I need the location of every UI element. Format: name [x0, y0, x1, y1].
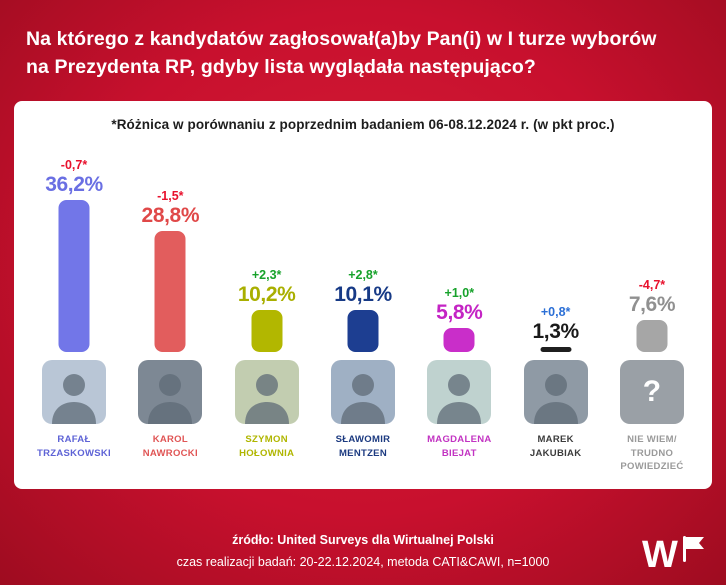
change-label: +2,8*: [348, 267, 378, 282]
svg-text:W: W: [642, 534, 678, 574]
change-label: -4,7*: [638, 278, 666, 293]
result-bar: [154, 231, 186, 353]
result-bar: [347, 309, 379, 353]
person-silhouette-icon: [340, 374, 385, 425]
candidate-photo: [138, 360, 203, 425]
candidate-column: -1,5* 28,8% KAROL NAWROCKI: [122, 140, 218, 473]
candidate-name: SŁAWOMIR MENTZEN: [335, 434, 391, 459]
bar-zone: +2,3* 10,2%: [219, 140, 315, 353]
result-bar: [58, 200, 90, 353]
candidate-column: +0,8* 1,3% MAREK JAKUBIAK: [508, 140, 604, 473]
bar-zone: +1,0* 5,8%: [411, 140, 507, 353]
value-label: 36,2%: [45, 173, 103, 197]
result-bar: [636, 320, 668, 353]
change-label: -1,5*: [157, 189, 184, 204]
candidate-name: KAROL NAWROCKI: [142, 434, 198, 459]
bar-zone: -1,5* 28,8%: [122, 140, 218, 353]
chart-card: *Różnica w porównaniu z poprzednim badan…: [14, 101, 712, 490]
candidate-photo: [330, 360, 395, 425]
value-label: 5,8%: [436, 301, 483, 325]
question-mark: ?: [642, 375, 662, 409]
candidate-name: MAREK JAKUBIAK: [529, 434, 582, 459]
candidate-photo: [427, 360, 492, 425]
candidate-column: +2,3* 10,2% SZYMON HOŁOWNIA: [219, 140, 315, 473]
person-silhouette-icon: [437, 374, 482, 425]
candidate-name: SZYMON HOŁOWNIA: [239, 434, 295, 459]
candidate-column: -4,7* 7,6% ? NIE WIEM/ TRUDNO POWIEDZIEĆ: [604, 140, 700, 473]
source-text: źródło: United Surveys dla Wirtualnej Po…: [232, 533, 494, 547]
change-label: -0,7*: [60, 158, 88, 173]
value-label: 7,6%: [628, 293, 676, 317]
change-label: +1,0*: [444, 286, 475, 301]
change-label: +2,3*: [251, 267, 282, 282]
bar-zone: -0,7* 36,2%: [26, 140, 122, 353]
candidate-photo: [234, 360, 299, 425]
person-silhouette-icon: [244, 374, 289, 425]
wp-logo-graphic: W: [642, 534, 704, 576]
bar-chart: -0,7* 36,2% RAFAŁ TRZASKOWSKI -1,5* 28,8…: [22, 140, 704, 473]
question-title-line2: na Prezydenta RP, gdyby lista wyglądała …: [26, 55, 536, 78]
candidate-column: +2,8* 10,1% SŁAWOMIR MENTZEN: [315, 140, 411, 473]
candidate-photo: ?: [619, 360, 684, 425]
chart-note: *Różnica w porównaniu z poprzednim badan…: [111, 117, 615, 133]
person-silhouette-icon: [533, 374, 578, 425]
candidate-photo: [42, 360, 106, 425]
candidate-name: NIE WIEM/ TRUDNO POWIEDZIEĆ: [620, 434, 684, 472]
result-bar: [443, 328, 475, 353]
candidate-column: +1,0* 5,8% MAGDALENA BIEJAT: [411, 140, 507, 473]
value-label: 1,3%: [532, 319, 580, 343]
question-title: Na którego z kandydatów zagłosował(a)by …: [0, 0, 726, 97]
candidate-name: RAFAŁ TRZASKOWSKI: [36, 434, 112, 459]
value-label: 28,8%: [141, 204, 200, 228]
bar-zone: +0,8* 1,3%: [508, 140, 604, 353]
footer: źródło: United Surveys dla Wirtualnej Po…: [0, 533, 726, 569]
bar-zone: -4,7* 7,6%: [604, 140, 700, 353]
wp-logo: W: [642, 530, 706, 579]
person-silhouette-icon: [52, 374, 96, 425]
value-label: 10,2%: [237, 282, 296, 306]
candidate-name: MAGDALENA BIEJAT: [427, 434, 492, 459]
value-label: 10,1%: [334, 282, 392, 306]
result-bar: [540, 346, 572, 353]
person-silhouette-icon: [148, 374, 193, 425]
question-title-line1: Na którego z kandydatów zagłosował(a)by …: [26, 28, 657, 50]
result-bar: [251, 309, 283, 353]
survey-details-text: czas realizacji badań: 20-22.12.2024, me…: [176, 555, 550, 569]
change-label: +0,8*: [540, 304, 571, 319]
candidate-photo: [523, 360, 588, 425]
bar-zone: +2,8* 10,1%: [315, 140, 411, 353]
candidate-column: -0,7* 36,2% RAFAŁ TRZASKOWSKI: [26, 140, 122, 473]
